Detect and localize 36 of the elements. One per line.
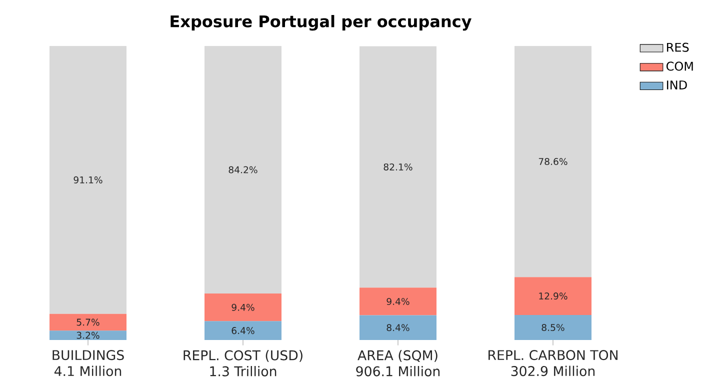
bar (204, 294, 282, 322)
x-tick-label: AREA (SQM) (358, 350, 438, 362)
x-tick-label: REPL. CARBON TON (488, 350, 618, 360)
data-label: 3.2% (76, 332, 100, 339)
text: 4.1 Million (54, 366, 122, 376)
bar (359, 315, 436, 340)
legend-label: COM (666, 62, 693, 71)
data-label: 84.2% (228, 166, 258, 174)
data-label: 12.9% (539, 292, 568, 300)
bar (50, 46, 127, 314)
bar (514, 277, 592, 315)
data-label: 8.5% (542, 324, 564, 332)
bar (204, 46, 282, 294)
bar (514, 314, 592, 340)
bar (50, 314, 127, 331)
data-label: 78.6% (538, 158, 568, 166)
legend-label: IND (667, 80, 687, 90)
x-tick-label: REPL. COST (USD) (184, 350, 302, 362)
data-label: 9.4% (386, 298, 410, 305)
data-label: 82.1% (384, 163, 412, 170)
bar (50, 330, 127, 340)
chart-title: Exposure Portugal per occupancy (170, 15, 472, 31)
bar (514, 46, 592, 278)
text: 302.9 Million (511, 366, 595, 376)
data-label: 8.4% (386, 324, 410, 332)
data-label: 91.1% (74, 176, 102, 184)
x-tick-label: BUILDINGS (52, 350, 124, 360)
bar (359, 46, 436, 288)
bar (359, 288, 436, 316)
data-label: 6.4% (232, 327, 254, 334)
bar (204, 321, 282, 340)
text: 1.3 Trillion (210, 366, 276, 376)
legend-label: RES (667, 42, 689, 52)
text: 906.1 Million (356, 366, 440, 376)
data-label: 5.7% (76, 318, 100, 326)
data-label: 9.4% (232, 304, 254, 311)
